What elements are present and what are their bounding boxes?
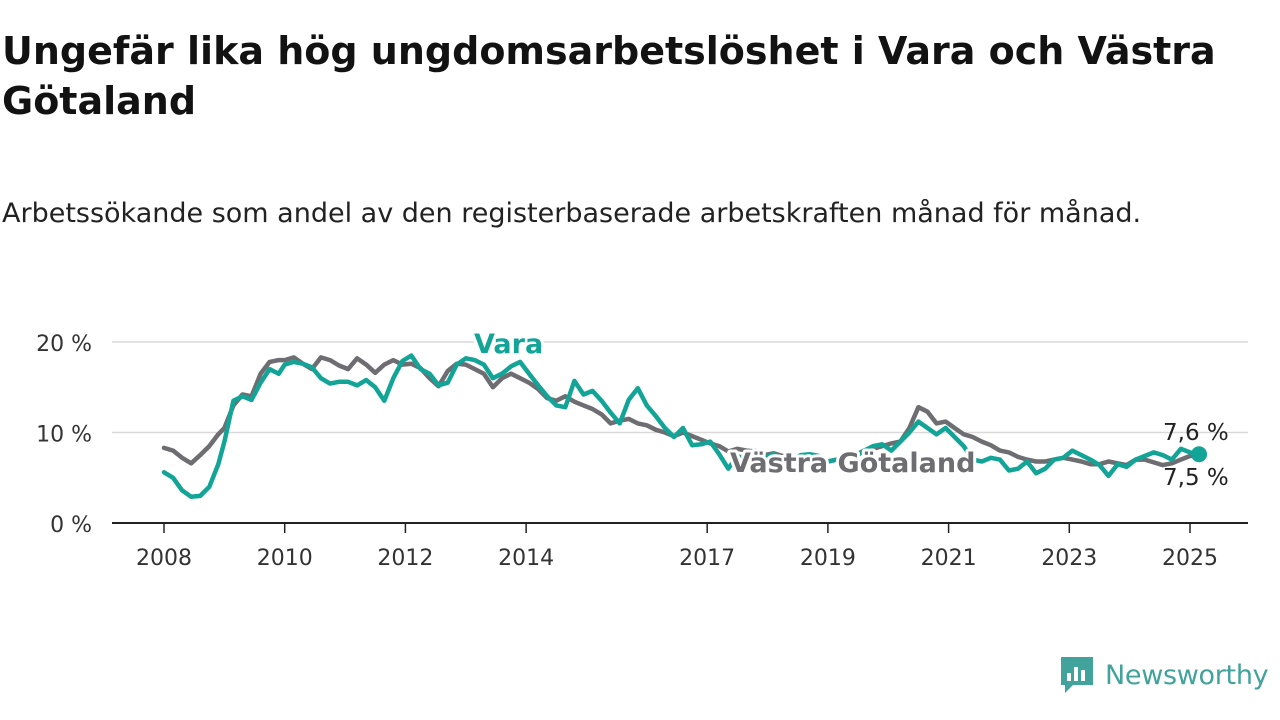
vastra-gotaland-series-label-halo: Västra Götaland <box>730 448 975 479</box>
x-tick-label: 2021 <box>921 546 977 571</box>
x-tick-label: 2012 <box>377 546 433 571</box>
chart-title: Ungefär lika hög ungdomsarbetslöshet i V… <box>2 29 1216 123</box>
x-tick-label: 2019 <box>800 546 856 571</box>
gridlines <box>112 341 1248 434</box>
vara-series-label: Vara <box>474 329 543 360</box>
newsworthy-logo: Newsworthy <box>1059 655 1269 695</box>
x-tick-label: 2008 <box>136 546 192 571</box>
x-tick-label: 2010 <box>257 546 313 571</box>
chart-subtitle: Arbetssökande som andel av den registerb… <box>2 198 1142 229</box>
brand-name: Newsworthy <box>1105 659 1269 691</box>
line-chart: 0 % 10 % 20 % 2008 2010 2012 2014 2017 2019 2021 2… <box>36 326 1248 571</box>
y-tick-label: 0 % <box>50 513 92 538</box>
vara-series-label-halo: Vara <box>474 329 543 360</box>
series-line-vara <box>161 353 1202 500</box>
y-tick-label: 10 % <box>36 423 92 448</box>
vastra-gotaland-end-value-label: 7,5 % <box>1163 465 1229 491</box>
vara-end-point <box>1191 446 1208 463</box>
x-tick-label: 2014 <box>498 546 554 571</box>
bar-chart-logo-icon <box>1061 657 1093 693</box>
x-tick-label: 2017 <box>679 546 735 571</box>
series-lines <box>161 353 1208 500</box>
y-tick-label: 20 % <box>36 332 92 357</box>
vastra-gotaland-series-label: Västra Götaland <box>730 448 975 479</box>
x-tick-label: 2025 <box>1162 546 1218 571</box>
axes: 0 % 10 % 20 % 2008 2010 2012 2014 2017 2019 2021 2… <box>36 332 1248 571</box>
vara-end-value-label: 7,6 % <box>1163 420 1229 446</box>
x-tick-label: 2023 <box>1041 546 1097 571</box>
